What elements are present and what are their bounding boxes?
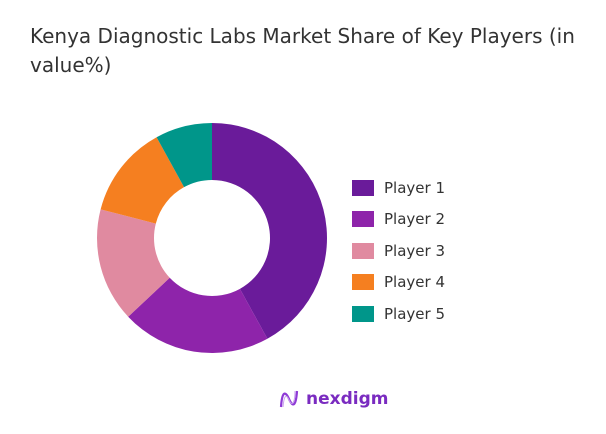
slice-player-5 (156, 123, 212, 188)
legend-swatch (352, 211, 374, 228)
legend-swatch (352, 305, 374, 322)
slice-player-2 (128, 277, 268, 353)
slice-player-4 (100, 137, 185, 224)
logo-text: nexdigm (306, 389, 389, 409)
legend-item: Player 5 (352, 298, 445, 330)
legend-label: Player 3 (384, 241, 445, 260)
slice-player-1 (212, 123, 327, 339)
legend: Player 1 Player 2 Player 3 Player 4 Player 5 (352, 172, 445, 330)
legend-label: Player 1 (384, 178, 445, 197)
legend-item: Player 1 (352, 172, 445, 204)
slice-player-3 (97, 209, 170, 317)
legend-label: Player 4 (384, 273, 445, 292)
legend-item: Player 4 (352, 267, 445, 299)
legend-swatch (352, 274, 374, 291)
chart-title: Kenya Diagnostic Labs Market Share of Ke… (30, 24, 575, 77)
nexdigm-logo-icon (279, 390, 299, 408)
legend-item: Player 3 (352, 235, 445, 267)
legend-label: Player 5 (384, 304, 445, 323)
legend-swatch (352, 179, 374, 196)
nexdigm-logo: nexdigm (278, 388, 388, 410)
legend-swatch (352, 242, 374, 259)
legend-label: Player 2 (384, 210, 445, 229)
legend-item: Player 2 (352, 204, 445, 236)
